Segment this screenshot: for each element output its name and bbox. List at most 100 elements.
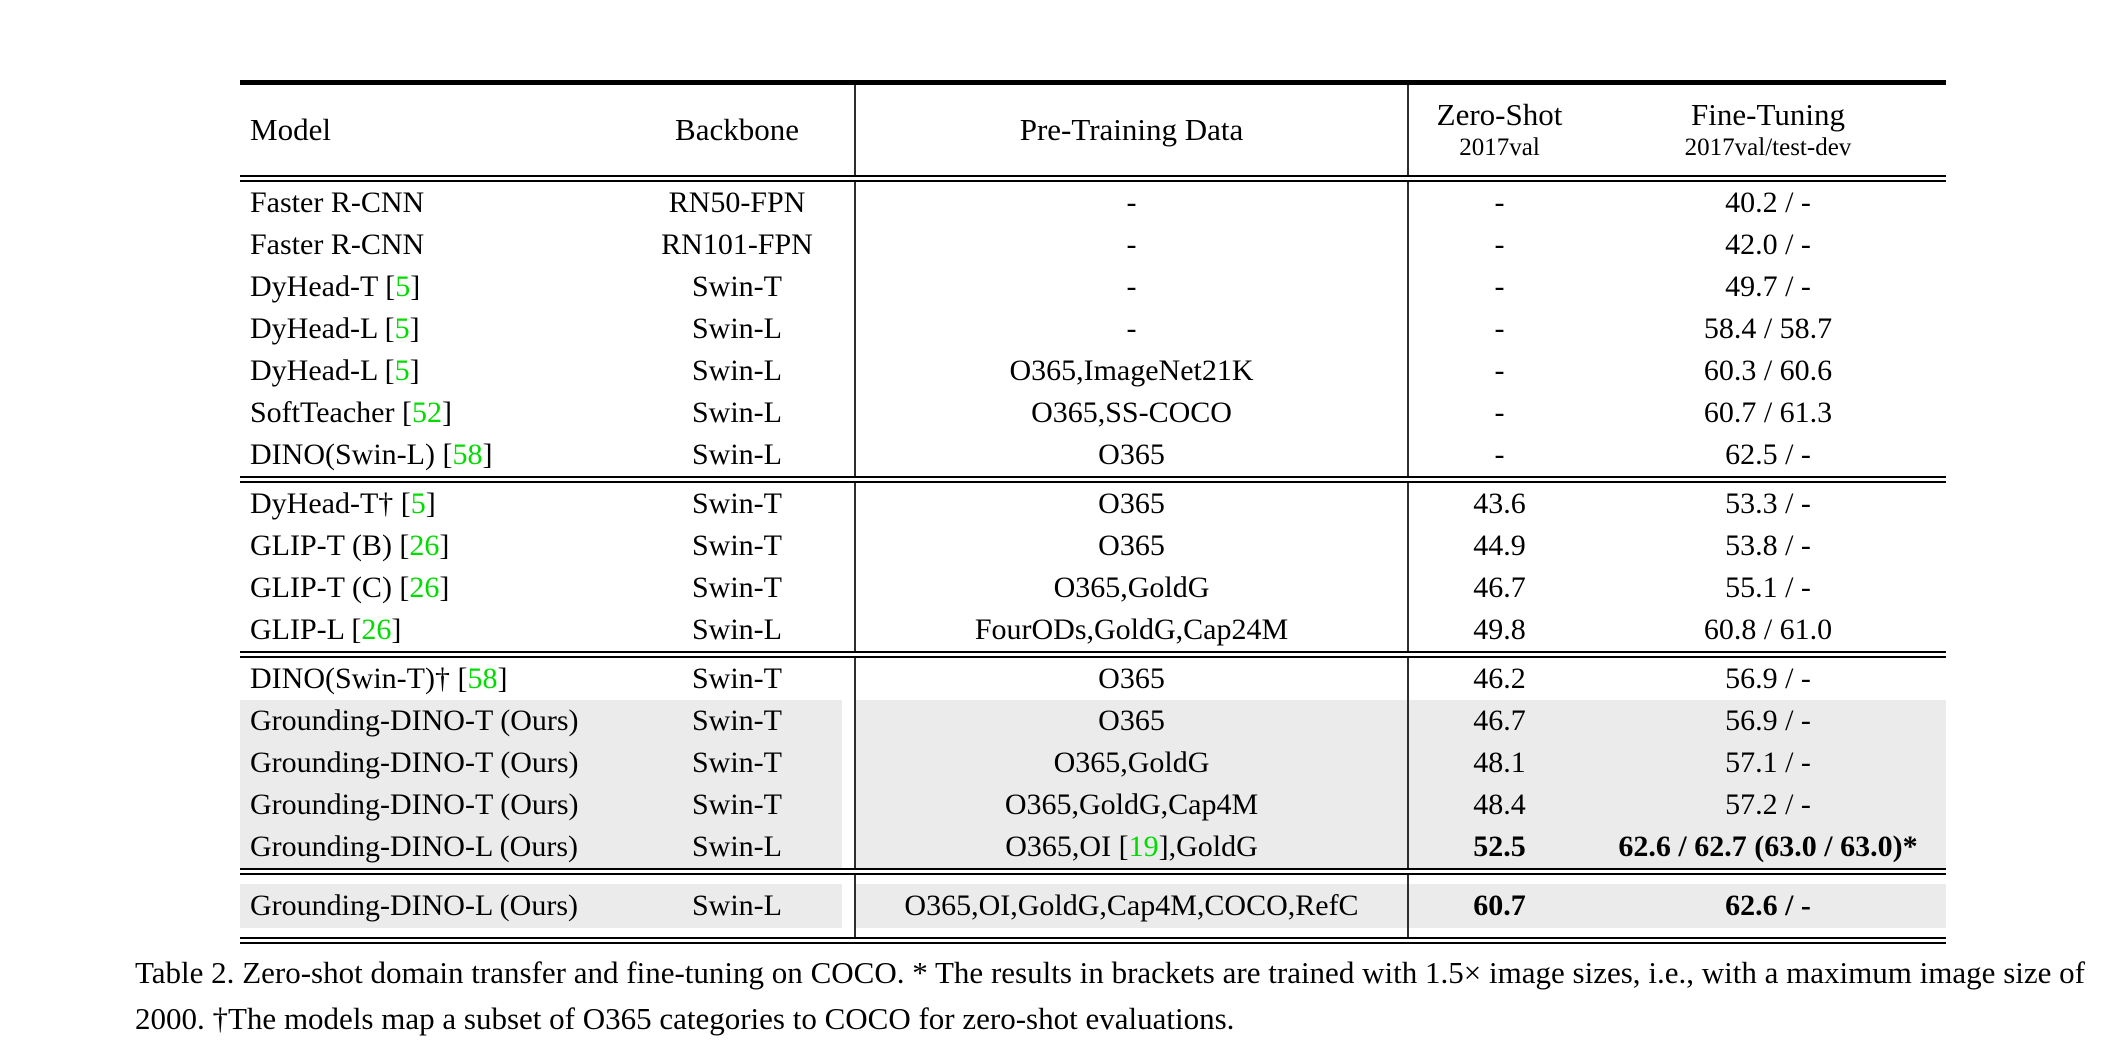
col-header-fine-tuning-sub: 2017val/test-dev xyxy=(1684,134,1852,161)
cell-zeroshot: - xyxy=(1407,308,1590,350)
cell-zeroshot: 48.1 xyxy=(1407,742,1590,784)
cell-finetune: 62.5 / - xyxy=(1725,438,1811,471)
table-row: Grounding-DINO-T (Ours) Swin-T O365,GoldG 4… xyxy=(240,742,1946,784)
table-block-1: Faster R-CNN RN50-FPN - -40.2 / - Faster R-C… xyxy=(240,178,1946,480)
citation-number[interactable]: 5 xyxy=(410,487,426,520)
cell-finetune: 62.6 / 62.7 (63.0 / 63.0)* xyxy=(1590,826,1946,872)
col-header-fine-tuning: Fine-Tuning 2017val/test-dev xyxy=(1590,83,1946,179)
cell-backbone: Swin-T xyxy=(620,784,855,826)
citation-number[interactable]: 5 xyxy=(395,270,411,303)
cell-pretrain: O365,GoldG xyxy=(854,567,1408,609)
table-block-2: DyHead-T† [5] Swin-T O365 43.6 53.3 / - GLIP-… xyxy=(240,479,1946,655)
cell-pretrain: O365 xyxy=(854,525,1408,567)
cell-pretrain: O365,OI,GoldG,Cap4M,COCO,RefC xyxy=(854,871,1408,941)
cell-finetune: 49.7 / - xyxy=(1725,270,1811,303)
col-header-backbone-label: Backbone xyxy=(675,112,799,147)
cell-backbone: Swin-T xyxy=(620,742,855,784)
table-row: DyHead-L [5] Swin-L - - 58.4 / 58.7 xyxy=(240,308,1946,350)
cell-pretrain: - xyxy=(854,178,1408,224)
table-block-3: DINO(Swin-T)† [58] Swin-T O365 46.2 56.9 / -… xyxy=(240,654,1946,872)
cell-model: GLIP-L [26] xyxy=(250,613,402,646)
cell-backbone: RN50-FPN xyxy=(668,186,806,219)
header-row: Model Backbone Pre-Training Data Zero-Sh… xyxy=(240,82,1946,179)
table-header: Model Backbone Pre-Training Data Zero-Sh… xyxy=(240,82,1946,179)
table-row: DINO(Swin-T)† [58] Swin-T O365 46.2 56.9 / - xyxy=(240,654,1946,700)
citation-number[interactable]: 52 xyxy=(411,396,442,429)
citation-number[interactable]: 58 xyxy=(467,662,498,695)
cell-pretrain: O365 xyxy=(854,700,1408,742)
cell-pretrain: - xyxy=(854,224,1408,266)
cell-pretrain: O365,SS-COCO xyxy=(854,392,1408,434)
citation-number[interactable]: 5 xyxy=(394,312,410,345)
cell-model: DyHead-T† [5] xyxy=(250,487,436,520)
cell-model: Grounding-DINO-L (Ours) xyxy=(240,826,620,872)
cell-model: DyHead-L [5] xyxy=(250,312,420,345)
cell-backbone: Swin-T xyxy=(692,662,782,695)
cell-zeroshot: 46.7 xyxy=(1407,700,1590,742)
citation-number[interactable]: 19 xyxy=(1128,830,1159,863)
cell-backbone: Swin-L xyxy=(692,354,782,387)
cell-pretrain: FourODs,GoldG,Cap24M xyxy=(854,609,1408,655)
cell-backbone: Swin-L xyxy=(692,613,782,646)
cell-finetune: 40.2 / - xyxy=(1725,186,1811,219)
cell-finetune: 60.8 / 61.0 xyxy=(1703,613,1833,646)
cell-finetune: 56.9 / - xyxy=(1590,700,1946,742)
table-row: Faster R-CNN RN50-FPN - - 40.2 / - xyxy=(240,178,1946,224)
cell-pretrain: O365 xyxy=(854,434,1408,480)
cell-zeroshot: - xyxy=(1407,224,1590,266)
cell-finetune: 62.6 / - xyxy=(1590,871,1946,941)
cell-backbone: Swin-L xyxy=(620,826,855,872)
cell-backbone: Swin-L xyxy=(620,871,855,941)
table-row: GLIP-L [26] Swin-L FourODs,GoldG,Cap24M 49.… xyxy=(240,609,1946,655)
cell-backbone: Swin-T xyxy=(692,529,782,562)
citation-number[interactable]: 26 xyxy=(361,613,392,646)
col-header-fine-tuning-label: Fine-Tuning xyxy=(1691,97,1845,132)
cell-finetune: 57.1 / - xyxy=(1590,742,1946,784)
citation-number[interactable]: 26 xyxy=(409,571,440,604)
table-row: DINO(Swin-L) [58] Swin-L O365- 62.5 / - xyxy=(240,434,1946,480)
cell-finetune: 57.2 / - xyxy=(1590,784,1946,826)
table-block-4: Grounding-DINO-L (Ours) Swin-L O365,OI,Gol… xyxy=(240,871,1946,941)
cell-model: Faster R-CNN xyxy=(250,186,425,219)
cell-backbone: Swin-T xyxy=(620,700,855,742)
table-row: SoftTeacher [52] Swin-L O365,SS-COCO - 60.7 … xyxy=(240,392,1946,434)
cell-model: Grounding-DINO-T (Ours) xyxy=(240,742,620,784)
cell-zeroshot: - xyxy=(1407,434,1590,480)
cell-pretrain: O365,OI [19],GoldG xyxy=(854,826,1408,872)
table-2-container: Model Backbone Pre-Training Data Zero-Sh… xyxy=(240,80,1946,944)
cell-finetune: 55.1 / - xyxy=(1725,571,1811,604)
cell-zeroshot: 46.2 xyxy=(1407,654,1590,700)
cell-backbone: Swin-T xyxy=(692,487,782,520)
citation-number[interactable]: 58 xyxy=(452,438,483,471)
citation-number[interactable]: 26 xyxy=(409,529,440,562)
cell-zeroshot: 52.5 xyxy=(1407,826,1590,872)
table-caption: Table 2. Zero-shot domain transfer and f… xyxy=(135,955,2085,1036)
cell-zeroshot: 48.4 xyxy=(1407,784,1590,826)
cell-pretrain: O365,ImageNet21K xyxy=(854,350,1408,392)
cell-finetune: 56.9 / - xyxy=(1725,662,1811,695)
cell-finetune: 60.3 / 60.6 xyxy=(1703,354,1833,387)
cell-model: DINO(Swin-T)† [58] xyxy=(250,662,508,695)
cell-model: Grounding-DINO-L (Ours) xyxy=(240,871,620,941)
cell-zeroshot: - xyxy=(1407,350,1590,392)
col-header-pretraining-data: Pre-Training Data xyxy=(854,82,1408,179)
results-table: Model Backbone Pre-Training Data Zero-Sh… xyxy=(240,80,1946,944)
col-header-zero-shot: Zero-Shot 2017val xyxy=(1407,82,1590,179)
cell-pretrain: O365 xyxy=(854,654,1408,700)
cell-zeroshot: - xyxy=(1407,178,1590,224)
table-row: DyHead-L [5] Swin-L O365,ImageNet21K - 60.3 … xyxy=(240,350,1946,392)
col-header-pretraining-label: Pre-Training Data xyxy=(1019,112,1244,147)
citation-number[interactable]: 5 xyxy=(394,354,410,387)
cell-finetune: 53.8 / - xyxy=(1725,529,1811,562)
cell-zeroshot: 49.8 xyxy=(1407,609,1590,655)
cell-model: DyHead-T [5] xyxy=(250,270,421,303)
cell-model: Faster R-CNN xyxy=(250,228,425,261)
cell-backbone: Swin-T xyxy=(692,270,782,303)
cell-model: GLIP-T (C) [26] xyxy=(250,571,450,604)
cell-zeroshot: - xyxy=(1407,392,1590,434)
table-row: DyHead-T† [5] Swin-T O365 43.6 53.3 / - xyxy=(240,479,1946,525)
cell-backbone: Swin-L xyxy=(692,396,782,429)
col-header-model: Model xyxy=(240,83,620,179)
cell-finetune: 58.4 / 58.7 xyxy=(1703,312,1833,345)
cell-pretrain: O365,GoldG,Cap4M xyxy=(854,784,1408,826)
